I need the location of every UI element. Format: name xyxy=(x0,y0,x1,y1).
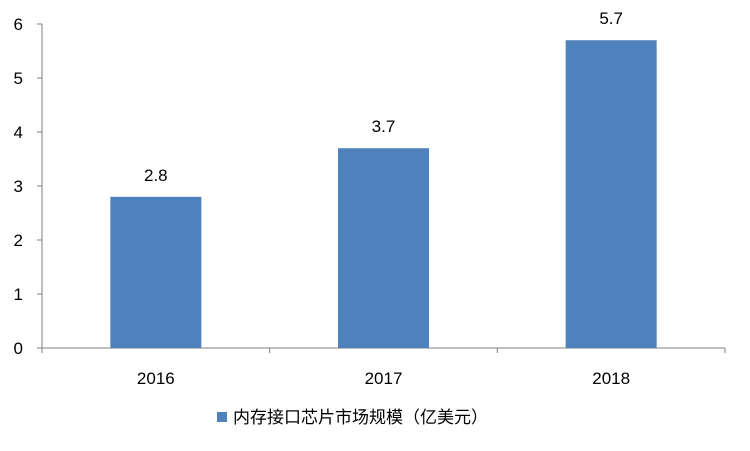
data-label: 3.7 xyxy=(372,117,396,136)
y-tick-label: 0 xyxy=(14,339,23,358)
y-tick-label: 4 xyxy=(14,123,23,142)
y-tick-label: 5 xyxy=(14,69,23,88)
bar xyxy=(565,40,657,348)
x-tick-label: 2017 xyxy=(365,369,403,388)
x-tick-label: 2016 xyxy=(137,369,175,388)
bar xyxy=(338,148,429,348)
legend-label: 内存接口芯片市场规模（亿美元） xyxy=(233,408,488,428)
data-label: 5.7 xyxy=(599,9,623,28)
x-axis: 2016 2017 2018 xyxy=(41,347,726,388)
data-label: 2.8 xyxy=(144,166,168,185)
legend-swatch xyxy=(217,412,227,422)
y-axis: 0 1 2 3 4 5 6 xyxy=(14,15,43,358)
legend: 内存接口芯片市场规模（亿美元） xyxy=(217,408,488,428)
bar xyxy=(110,196,202,348)
y-tick-label: 2 xyxy=(14,231,23,250)
y-tick-label: 3 xyxy=(14,177,23,196)
data-labels: 2.8 3.7 5.7 xyxy=(144,9,623,185)
y-tick-label: 1 xyxy=(14,285,23,304)
x-tick-label: 2018 xyxy=(592,369,630,388)
y-tick-label: 6 xyxy=(14,15,23,34)
bars xyxy=(110,40,657,348)
